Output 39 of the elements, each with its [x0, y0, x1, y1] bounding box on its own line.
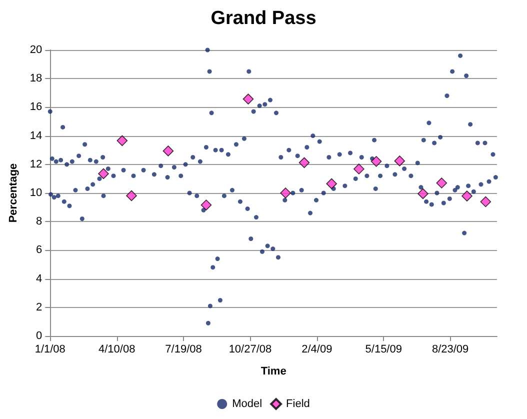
point — [326, 178, 337, 190]
point — [242, 94, 254, 104]
point — [126, 190, 137, 202]
x-axis-title: Time — [260, 366, 286, 378]
y-tick-label: 12 — [30, 158, 42, 170]
point — [370, 156, 382, 167]
x-tick-label: 7/19/08 — [165, 344, 202, 356]
point — [418, 188, 428, 200]
x-tick-label: 8/23/09 — [432, 344, 469, 356]
legend-label: Field — [286, 398, 310, 410]
chart-title: Grand Pass — [210, 8, 316, 29]
y-tick-label: 6 — [36, 244, 42, 256]
y-tick-label: 8 — [36, 216, 42, 228]
point — [394, 156, 406, 166]
y-tick-label: 16 — [30, 101, 42, 114]
point — [436, 178, 448, 188]
y-tick-label: 0 — [36, 330, 42, 342]
point — [116, 135, 128, 146]
y-tick-label: 10 — [30, 187, 42, 199]
legend-label: Model — [232, 398, 262, 410]
point — [98, 168, 109, 180]
y-tick-label: 18 — [30, 72, 42, 85]
x-tick-label: 10/27/08 — [228, 344, 272, 356]
x-tick-label: 5/15/09 — [365, 344, 402, 356]
y-tick-label: 4 — [36, 272, 42, 285]
x-tick-label: 4/10/08 — [98, 344, 136, 356]
point — [462, 190, 472, 202]
x-tick-label: 1/1/08 — [34, 344, 66, 356]
point — [298, 157, 310, 168]
point — [280, 188, 291, 198]
point — [354, 164, 364, 174]
y-tick-label: 20 — [30, 44, 42, 56]
point — [162, 146, 174, 156]
point — [480, 196, 492, 208]
y-tick-label: 2 — [36, 301, 42, 314]
y-axis-title: Percentage — [8, 163, 20, 223]
point — [200, 200, 212, 210]
y-tick-label: 14 — [30, 130, 42, 142]
x-tick-label: 2/4/09 — [302, 344, 332, 356]
